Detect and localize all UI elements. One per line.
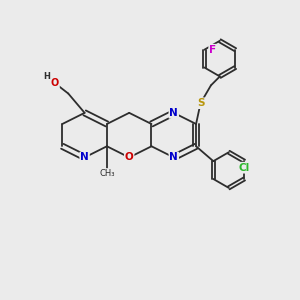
Text: O: O	[51, 78, 59, 88]
Text: S: S	[197, 98, 204, 108]
Text: F: F	[209, 45, 216, 55]
Text: N: N	[169, 152, 178, 162]
Text: CH₃: CH₃	[99, 169, 115, 178]
Text: N: N	[169, 108, 178, 118]
Text: Cl: Cl	[238, 163, 250, 173]
Text: O: O	[125, 152, 134, 162]
Text: N: N	[80, 152, 89, 162]
Text: H: H	[43, 72, 50, 81]
